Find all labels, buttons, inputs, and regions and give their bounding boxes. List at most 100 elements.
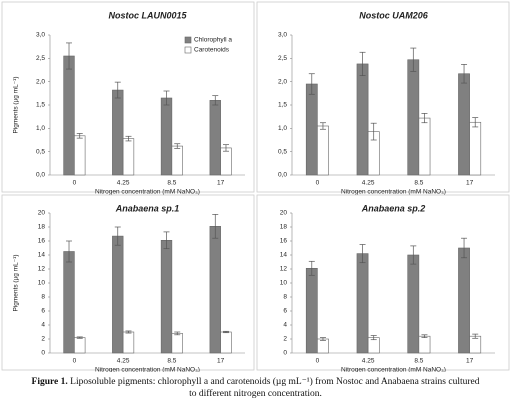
y-tick-label: 0,5 xyxy=(278,148,287,155)
x-tick-label: 4.25 xyxy=(362,358,375,365)
bar xyxy=(112,89,124,176)
x-tick-label: 8.5 xyxy=(414,180,423,187)
y-tick-label: 18 xyxy=(280,224,288,231)
bar xyxy=(458,247,470,354)
bar xyxy=(160,240,173,354)
legend-swatch xyxy=(184,36,192,44)
bar xyxy=(317,338,329,354)
x-axis-label: Nitrogen concentration (mM NaNO₃) xyxy=(341,367,446,372)
bar xyxy=(63,55,75,176)
y-tick-label: 6 xyxy=(41,308,45,315)
x-tick-label: 0 xyxy=(73,180,77,187)
panel-frame xyxy=(256,194,510,371)
chart-title: Nostoc UAM206 xyxy=(359,10,429,20)
legend-swatch xyxy=(184,46,192,54)
bar xyxy=(418,117,431,176)
x-axis-label: Nitrogen concentration (mM NaNO₃) xyxy=(341,189,446,196)
bar xyxy=(469,335,482,354)
bar xyxy=(74,135,86,176)
bar xyxy=(407,254,420,354)
bar xyxy=(458,73,470,176)
figure: Nostoc LAUN0015 0,0 0,5 1,0 1,5 2,0 2,5 3,0 Pigm… xyxy=(1,1,510,374)
bar xyxy=(171,145,183,176)
x-tick-label: 17 xyxy=(466,180,474,187)
x-tick-label: 4.25 xyxy=(362,180,375,187)
x-tick-label: 17 xyxy=(217,180,225,187)
y-tick-label: 3,0 xyxy=(36,32,45,39)
bar xyxy=(63,251,75,354)
bar xyxy=(356,253,369,354)
bar xyxy=(209,226,221,354)
bar xyxy=(407,59,420,176)
legend-label: Chlorophyll a xyxy=(194,37,232,44)
y-tick-label: 10 xyxy=(280,280,288,287)
y-tick-label: 2 xyxy=(41,336,45,343)
panel-frame xyxy=(1,1,255,193)
x-tick-label: 17 xyxy=(217,358,225,365)
chart-title: Anabaena sp.2 xyxy=(361,203,426,213)
x-axis-label: Nitrogen concentration (mM NaNO₃) xyxy=(95,189,200,196)
y-tick-label: 16 xyxy=(38,238,46,245)
bar xyxy=(122,138,135,176)
x-tick-label: 0 xyxy=(73,358,77,365)
y-tick-label: 1,5 xyxy=(36,102,45,109)
chart-title: Anabaena sp.1 xyxy=(115,203,180,213)
bar xyxy=(418,335,431,354)
x-tick-label: 0 xyxy=(316,358,320,365)
y-tick-label: 0 xyxy=(283,350,287,357)
x-tick-label: 17 xyxy=(466,358,474,365)
y-tick-label: 2,0 xyxy=(36,78,45,85)
x-tick-label: 4.25 xyxy=(117,180,130,187)
bar xyxy=(220,331,232,354)
y-tick-label: 8 xyxy=(41,294,45,301)
x-tick-label: 8.5 xyxy=(414,358,423,365)
x-tick-label: 4.25 xyxy=(117,358,130,365)
y-tick-label: 14 xyxy=(38,252,46,259)
x-tick-label: 8.5 xyxy=(167,358,176,365)
panel-frame xyxy=(256,1,510,193)
bar xyxy=(209,100,221,176)
y-tick-label: 1,0 xyxy=(278,125,287,132)
bar xyxy=(305,267,318,354)
x-axis-label: Nitrogen concentration (mM NaNO₃) xyxy=(95,367,200,372)
legend-label: Carotenoids xyxy=(194,47,230,54)
y-tick-label: 4 xyxy=(283,322,287,329)
bar xyxy=(356,63,369,176)
y-tick-label: 18 xyxy=(38,224,46,231)
bar xyxy=(122,331,135,354)
bar xyxy=(469,121,482,176)
bar xyxy=(112,235,124,354)
y-tick-label: 20 xyxy=(280,210,288,217)
y-tick-label: 0,0 xyxy=(36,172,45,179)
y-axis-label: Pigments (µg mL⁻¹) xyxy=(13,76,20,133)
y-tick-label: 8 xyxy=(283,294,287,301)
y-tick-label: 3,0 xyxy=(278,32,287,39)
y-tick-label: 0 xyxy=(41,350,45,357)
y-tick-label: 6 xyxy=(283,308,287,315)
y-tick-label: 2,0 xyxy=(278,78,287,85)
bar xyxy=(305,83,318,176)
bar xyxy=(220,147,232,176)
bar xyxy=(317,125,329,176)
caption: Figure 1. Liposoluble pigments: chloroph… xyxy=(30,376,481,400)
x-tick-label: 8.5 xyxy=(167,180,176,187)
x-tick-label: 0 xyxy=(316,180,320,187)
y-tick-label: 16 xyxy=(280,238,288,245)
y-tick-label: 14 xyxy=(280,252,288,259)
y-tick-label: 2,5 xyxy=(278,55,287,62)
y-tick-label: 1,5 xyxy=(278,102,287,109)
bar xyxy=(171,333,183,354)
y-tick-label: 0,0 xyxy=(278,172,287,179)
chart-title: Nostoc LAUN0015 xyxy=(108,10,187,20)
panel-frame xyxy=(1,194,255,371)
y-tick-label: 20 xyxy=(38,210,46,217)
y-tick-label: 2,5 xyxy=(36,55,45,62)
y-tick-label: 1,0 xyxy=(36,125,45,132)
y-tick-label: 0,5 xyxy=(36,148,45,155)
y-tick-label: 4 xyxy=(41,322,45,329)
bar xyxy=(160,97,173,176)
y-tick-label: 12 xyxy=(280,266,288,273)
caption-label: Figure 1. xyxy=(31,377,68,387)
y-tick-label: 2 xyxy=(283,336,287,343)
